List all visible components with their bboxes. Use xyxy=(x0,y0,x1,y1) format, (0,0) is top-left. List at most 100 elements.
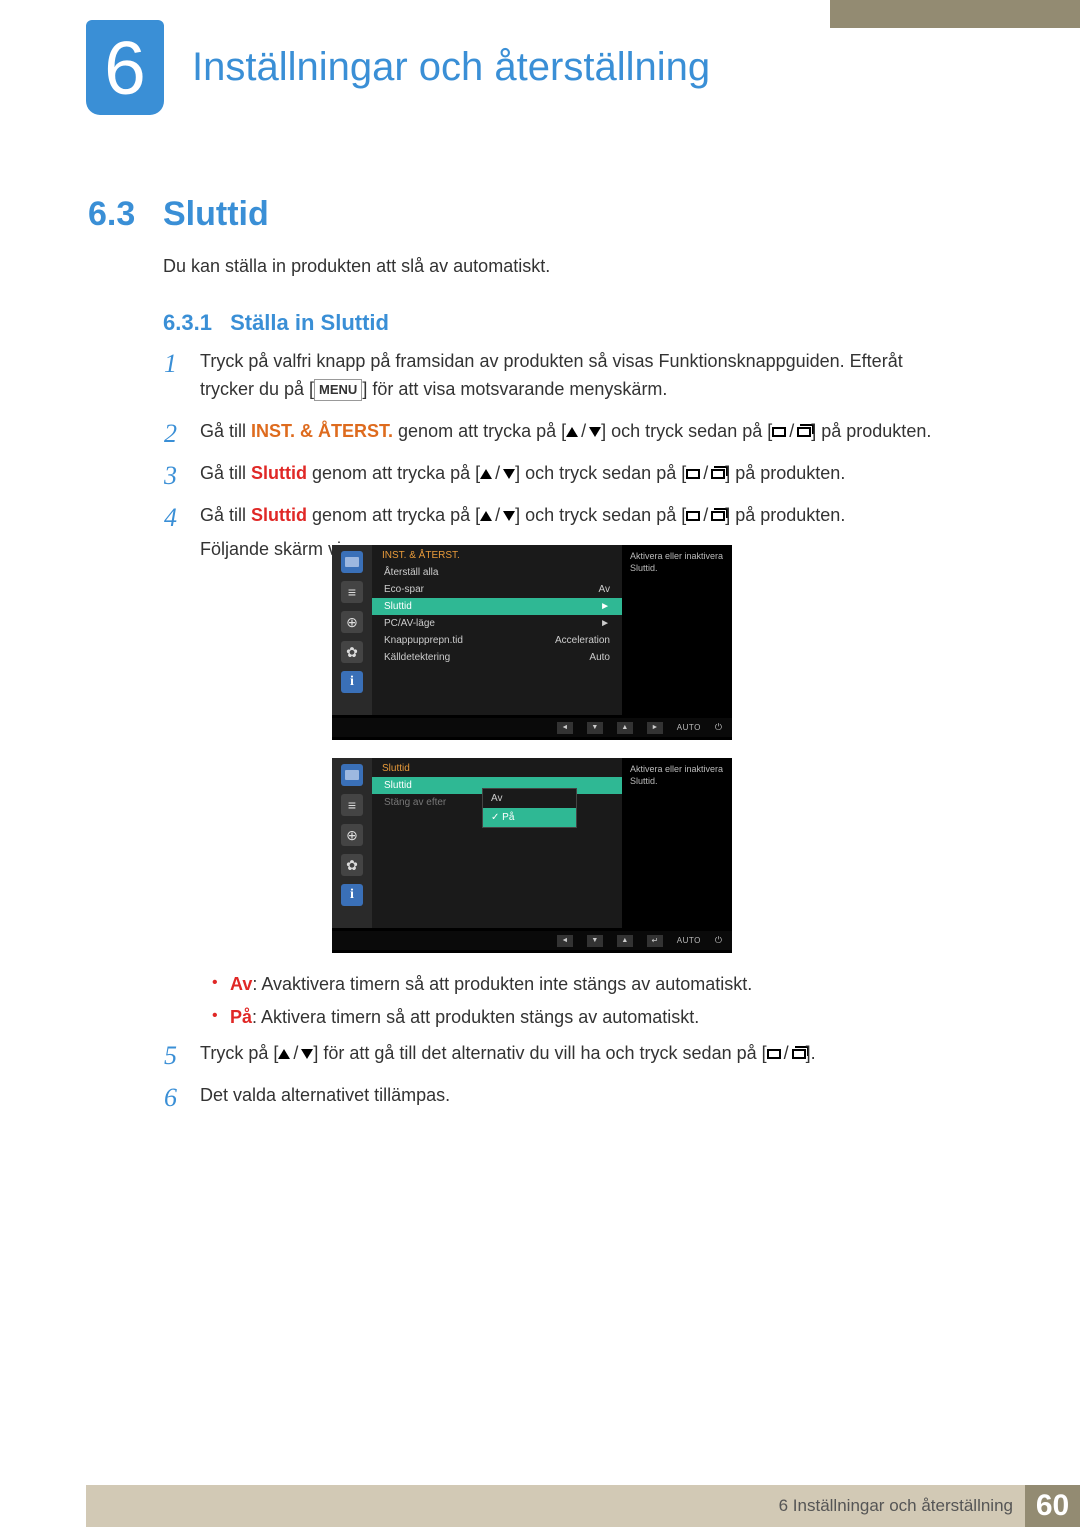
step-text: ]. xyxy=(806,1043,816,1063)
gear-icon xyxy=(341,854,363,876)
footer-bar: 6 Inställningar och återställning 60 xyxy=(86,1485,1080,1527)
osd-help: Aktivera eller inaktivera Sluttid. xyxy=(622,758,732,928)
step-text: ] för att visa motsvarande menyskärm. xyxy=(362,379,667,399)
step-text: ] på produkten. xyxy=(725,505,845,525)
osd-help: Aktivera eller inaktivera Sluttid. xyxy=(622,545,732,715)
keyword: Sluttid xyxy=(251,505,307,525)
step-text: Det valda alternativet tillämpas. xyxy=(200,1085,450,1105)
step-text: ] och tryck sedan på [ xyxy=(515,463,686,483)
dropdown-option-selected: På xyxy=(483,808,576,827)
chapter-number: 6 xyxy=(104,25,146,111)
monitor-icon xyxy=(341,551,363,573)
bullet-text: : Aktivera timern så att produkten stäng… xyxy=(252,1007,699,1027)
step-text: Gå till xyxy=(200,505,251,525)
bullet-text: : Avaktivera timern så att produkten int… xyxy=(252,974,752,994)
enter-icon: ↵ xyxy=(647,935,663,947)
footer-text: 6 Inställningar och återställning xyxy=(779,1496,1013,1516)
keyword: Av xyxy=(230,974,252,994)
list-icon xyxy=(341,581,363,603)
auto-label: AUTO xyxy=(677,723,701,732)
section-number: 6.3 xyxy=(88,195,135,234)
step-5: 5 Tryck på [/] för att gå till det alter… xyxy=(174,1040,954,1068)
section-intro: Du kan ställa in produkten att slå av au… xyxy=(163,256,550,277)
dropdown: Av På xyxy=(482,788,577,828)
osd-row: Knappupprepn.tidAcceleration xyxy=(372,632,622,649)
subsection-number: 6.3.1 xyxy=(163,310,212,335)
up-down-icon: / xyxy=(278,1040,313,1068)
osd-row: Återställ alla xyxy=(372,564,622,581)
step-number: 6 xyxy=(164,1078,177,1118)
step-2: 2 Gå till INST. & ÅTERST. genom att tryc… xyxy=(174,418,954,446)
osd-main: INST. & ÅTERST. Återställ alla Eco-sparA… xyxy=(372,545,622,715)
header-band xyxy=(830,0,1080,28)
power-icon xyxy=(715,935,722,946)
step-text: ] på produkten. xyxy=(811,421,931,441)
osd-nav: ↵ AUTO xyxy=(332,928,732,950)
step-number: 1 xyxy=(164,344,177,384)
auto-label: AUTO xyxy=(677,936,701,945)
menu-button-label: MENU xyxy=(314,379,362,401)
page-number: 60 xyxy=(1025,1485,1080,1527)
rect-icons: / xyxy=(686,460,725,488)
step-text: Tryck på [ xyxy=(200,1043,278,1063)
subsection-title: Ställa in Sluttid xyxy=(230,310,389,335)
osd-header: Sluttid xyxy=(372,758,622,777)
osd-row-highlighted: Sluttid► xyxy=(372,598,622,615)
subsection-heading: 6.3.1 Ställa in Sluttid xyxy=(163,310,389,336)
up-down-icon: / xyxy=(566,418,601,446)
osd-screenshot-2: Sluttid Sluttid Stäng av efter Av På Akt… xyxy=(332,758,732,953)
step-number: 5 xyxy=(164,1036,177,1076)
target-icon xyxy=(341,611,363,633)
step-text: genom att trycka på [ xyxy=(393,421,566,441)
step-3: 3 Gå till Sluttid genom att trycka på [/… xyxy=(174,460,954,488)
info-icon xyxy=(341,884,363,906)
chapter-title: Inställningar och återställning xyxy=(192,45,710,90)
list-icon xyxy=(341,794,363,816)
step-text: ] på produkten. xyxy=(725,463,845,483)
osd-header: INST. & ÅTERST. xyxy=(372,545,622,564)
right-icon xyxy=(647,722,663,734)
dropdown-option: Av xyxy=(483,789,576,808)
osd-main: Sluttid Sluttid Stäng av efter Av På xyxy=(372,758,622,928)
step-1: 1 Tryck på valfri knapp på framsidan av … xyxy=(174,348,954,404)
osd-row: KälldetekteringAuto xyxy=(372,649,622,666)
osd-nav: AUTO xyxy=(332,715,732,737)
step-text: ] och tryck sedan på [ xyxy=(515,505,686,525)
osd-row: PC/AV-läge► xyxy=(372,615,622,632)
bullet-item: På: Aktivera timern så att produkten stä… xyxy=(212,1003,912,1032)
left-icon xyxy=(557,935,573,947)
osd-sidebar xyxy=(332,758,372,928)
down-icon xyxy=(587,935,603,947)
osd-sidebar xyxy=(332,545,372,715)
step-text: ] för att gå till det alternativ du vill… xyxy=(313,1043,766,1063)
step-text: ] och tryck sedan på [ xyxy=(601,421,772,441)
chapter-badge: 6 xyxy=(86,20,164,115)
gear-icon xyxy=(341,641,363,663)
step-text: genom att trycka på [ xyxy=(307,505,480,525)
osd-screenshot-1: INST. & ÅTERST. Återställ alla Eco-sparA… xyxy=(332,545,732,740)
keyword: INST. & ÅTERST. xyxy=(251,421,393,441)
step-6: 6 Det valda alternativet tillämpas. xyxy=(174,1082,954,1110)
keyword: Sluttid xyxy=(251,463,307,483)
monitor-icon xyxy=(341,764,363,786)
down-icon xyxy=(587,722,603,734)
steps-list-continued: 5 Tryck på [/] för att gå till det alter… xyxy=(174,1040,954,1124)
rect-icons: / xyxy=(767,1040,806,1068)
left-icon xyxy=(557,722,573,734)
rect-icons: / xyxy=(772,418,811,446)
up-down-icon: / xyxy=(480,460,515,488)
rect-icons: / xyxy=(686,502,725,530)
target-icon xyxy=(341,824,363,846)
up-icon xyxy=(617,722,633,734)
section-title: Sluttid xyxy=(163,195,269,234)
up-down-icon: / xyxy=(480,502,515,530)
steps-list: 1 Tryck på valfri knapp på framsidan av … xyxy=(174,348,954,578)
keyword: På xyxy=(230,1007,252,1027)
bullet-item: Av: Avaktivera timern så att produkten i… xyxy=(212,970,912,999)
step-number: 3 xyxy=(164,456,177,496)
power-icon xyxy=(715,722,722,733)
up-icon xyxy=(617,935,633,947)
bullet-list: Av: Avaktivera timern så att produkten i… xyxy=(212,970,912,1036)
osd-row: Eco-sparAv xyxy=(372,581,622,598)
step-number: 2 xyxy=(164,414,177,454)
